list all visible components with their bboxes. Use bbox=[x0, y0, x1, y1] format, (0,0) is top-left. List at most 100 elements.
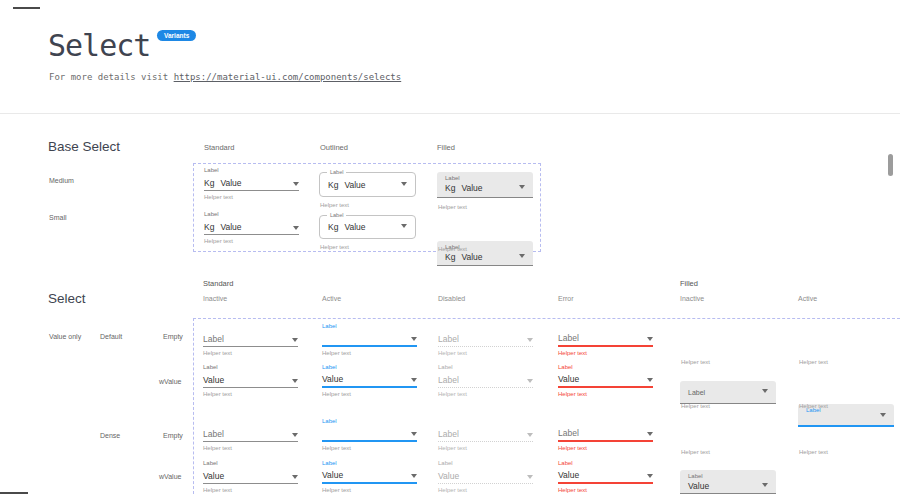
select-value: Value bbox=[344, 222, 365, 232]
row-label-dense: Dense bbox=[100, 432, 120, 439]
select-value: Value bbox=[220, 222, 241, 232]
helper-text: Helper text bbox=[322, 487, 417, 493]
select-placeholder-label: Label bbox=[438, 334, 459, 344]
select-value: Value bbox=[558, 470, 579, 480]
select-value: Value bbox=[688, 481, 709, 491]
chevron-down-icon bbox=[292, 475, 298, 479]
chevron-down-icon bbox=[647, 474, 653, 478]
select-placeholder-label: Label bbox=[438, 429, 459, 439]
row-label-wvalue-dense: wValue bbox=[159, 473, 181, 480]
filled-inactive-empty-select[interactable]: Label bbox=[680, 381, 776, 404]
row-label-empty-dense: Empty bbox=[163, 432, 183, 439]
select-value: Value bbox=[344, 180, 365, 190]
select-adornment: Kg bbox=[445, 252, 455, 262]
chevron-down-icon bbox=[293, 182, 299, 186]
select-control[interactable]: Label bbox=[203, 333, 298, 347]
helper-text: Helper text bbox=[438, 487, 533, 493]
col-header-outlined: Outlined bbox=[320, 143, 348, 152]
select-control[interactable]: Value bbox=[438, 470, 533, 484]
select-control[interactable]: Value bbox=[203, 374, 298, 388]
select-control[interactable]: Value bbox=[322, 374, 417, 388]
chevron-down-icon bbox=[401, 182, 407, 186]
std-error-empty-select: Label Helper text bbox=[558, 333, 653, 356]
select-value: Value bbox=[438, 471, 459, 481]
col-header-filled: Filled bbox=[437, 143, 455, 152]
select-control[interactable]: Value bbox=[322, 470, 417, 484]
select-adornment: Kg bbox=[445, 183, 455, 193]
helper-text: Helper text bbox=[681, 403, 710, 409]
row-label-small: Small bbox=[49, 214, 67, 221]
col-header-active: Active bbox=[322, 295, 341, 302]
helper-text: Helper text bbox=[204, 194, 299, 200]
helper-text: Helper text bbox=[322, 445, 417, 451]
helper-text: Helper text bbox=[438, 350, 533, 356]
select-control[interactable]: KgValue bbox=[204, 177, 299, 191]
base-standard-medium-select: Label KgValue Helper text bbox=[204, 167, 299, 200]
base-outlined-medium-select[interactable]: Label KgValue bbox=[319, 172, 416, 197]
chevron-down-icon bbox=[519, 254, 525, 258]
helper-text: Helper text bbox=[681, 449, 710, 455]
chevron-down-icon bbox=[647, 337, 653, 341]
chevron-down-icon bbox=[411, 474, 417, 478]
chevron-down-icon bbox=[293, 226, 299, 230]
select-control[interactable]: Label bbox=[203, 428, 298, 442]
select-control[interactable]: Value bbox=[558, 470, 653, 484]
select-control[interactable]: Kg Value bbox=[204, 221, 299, 235]
select-label: Label bbox=[688, 389, 705, 396]
select-value: Value bbox=[220, 178, 241, 188]
select-value: Value bbox=[461, 183, 482, 193]
filled-inactive-wvalue-select[interactable]: Label Value bbox=[680, 470, 776, 494]
select-adornment: Kg bbox=[328, 222, 338, 232]
helper-text: Helper text bbox=[799, 359, 828, 365]
helper-text: Helper text bbox=[438, 246, 467, 252]
select-label: Label bbox=[322, 418, 337, 424]
helper-text: Helper text bbox=[558, 487, 653, 493]
col-header-error: Error bbox=[558, 295, 574, 302]
select-control[interactable]: Label bbox=[438, 428, 533, 442]
select-control[interactable]: Label bbox=[438, 374, 533, 388]
chevron-down-icon bbox=[647, 432, 653, 436]
chevron-down-icon bbox=[411, 378, 417, 382]
col-header-inactive: Inactive bbox=[203, 295, 227, 302]
select-label: Label bbox=[327, 212, 346, 218]
base-outlined-small-select[interactable]: Label Kg Value bbox=[319, 215, 416, 239]
std-active-empty-select: Label Helper text bbox=[322, 333, 417, 356]
base-filled-small-select[interactable]: Label KgValue bbox=[437, 241, 533, 266]
select-control[interactable]: Label bbox=[558, 428, 653, 442]
select-control[interactable]: Label bbox=[438, 333, 533, 347]
std-active-empty-dense-select: Label Helper text bbox=[322, 428, 417, 451]
helper-text: Helper text bbox=[204, 238, 299, 244]
select-control[interactable]: Value bbox=[558, 374, 653, 388]
base-filled-medium-select[interactable]: Label KgValue bbox=[437, 172, 533, 198]
helper-text: Helper text bbox=[203, 487, 298, 493]
select-label: Label bbox=[438, 364, 533, 374]
helper-text: Helper text bbox=[558, 445, 653, 451]
chevron-down-icon bbox=[292, 338, 298, 342]
std-error-wvalue-select: Label Value Helper text bbox=[558, 364, 653, 397]
select-label: Label bbox=[322, 323, 337, 329]
chevron-down-icon bbox=[762, 483, 768, 487]
helper-text: Helper text bbox=[320, 244, 349, 250]
select-control[interactable]: Label bbox=[558, 333, 653, 347]
col-header-filled-inactive: Inactive bbox=[680, 295, 704, 302]
select-label: Label bbox=[438, 460, 533, 470]
select-control[interactable] bbox=[322, 428, 417, 442]
select-control[interactable]: Value bbox=[203, 470, 298, 484]
select-value: Value bbox=[322, 470, 343, 480]
col-header-filled-active: Active bbox=[798, 295, 817, 302]
select-adornment: Kg bbox=[204, 222, 214, 232]
helper-text: Helper text bbox=[203, 350, 298, 356]
chevron-down-icon bbox=[527, 379, 533, 383]
vertical-scrollbar-thumb[interactable] bbox=[888, 154, 893, 176]
row-label-wvalue-default: wValue bbox=[159, 378, 181, 385]
helper-text: Helper text bbox=[681, 359, 710, 365]
select-label: Label bbox=[203, 364, 298, 374]
select-matrix-dashed-container bbox=[193, 318, 900, 494]
select-value: Value bbox=[461, 252, 482, 262]
helper-text: Helper text bbox=[799, 449, 828, 455]
group-header-filled: Filled bbox=[680, 279, 698, 288]
std-inactive-wvalue-select: Label Value Helper text bbox=[203, 364, 298, 397]
chevron-down-icon bbox=[527, 338, 533, 342]
docs-link[interactable]: https://material-ui.com/components/selec… bbox=[174, 72, 402, 82]
select-control[interactable] bbox=[322, 333, 417, 347]
